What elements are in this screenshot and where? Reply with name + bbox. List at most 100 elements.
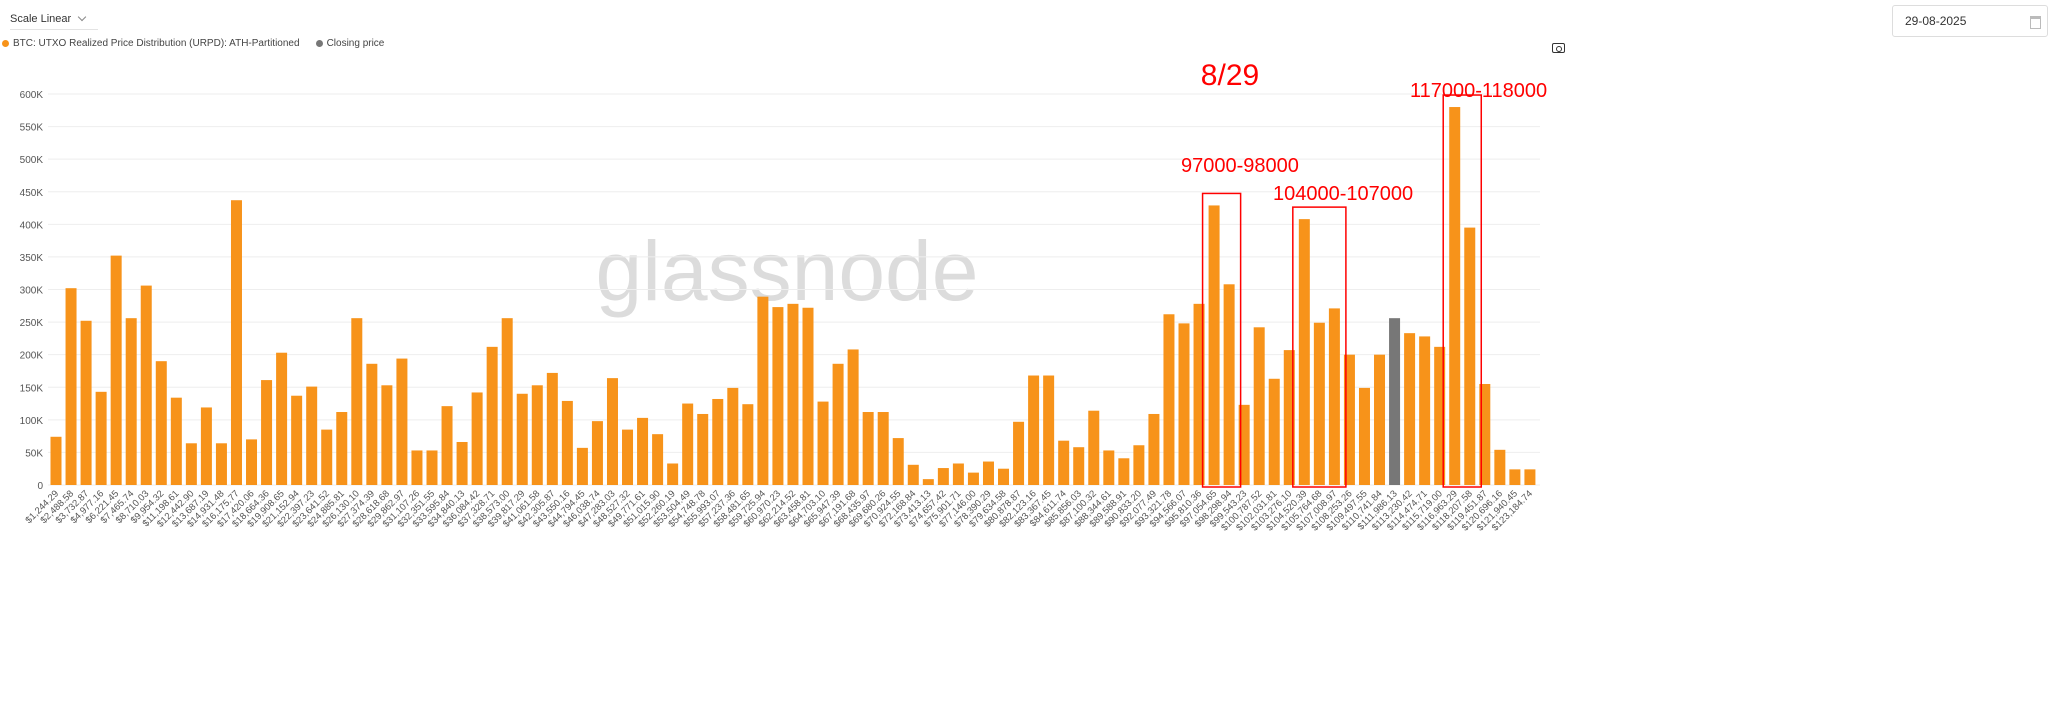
- bar[interactable]: [426, 450, 438, 485]
- bar[interactable]: [998, 468, 1010, 485]
- bar[interactable]: [1404, 333, 1416, 485]
- bar[interactable]: [1043, 375, 1055, 485]
- bar[interactable]: [441, 406, 453, 485]
- bar[interactable]: [261, 380, 273, 485]
- bar[interactable]: [1494, 449, 1506, 485]
- bar[interactable]: [967, 472, 979, 485]
- bar[interactable]: [230, 200, 242, 485]
- bar[interactable]: [321, 429, 333, 485]
- bar[interactable]: [80, 320, 92, 485]
- closing-price-bar[interactable]: [1389, 318, 1401, 485]
- bar[interactable]: [1118, 458, 1130, 485]
- bar[interactable]: [411, 450, 423, 485]
- bar[interactable]: [757, 296, 769, 485]
- bar[interactable]: [1058, 440, 1070, 485]
- camera-icon[interactable]: [1552, 43, 1565, 53]
- bar[interactable]: [185, 443, 197, 485]
- bar[interactable]: [576, 447, 588, 485]
- bar[interactable]: [712, 398, 724, 485]
- bar[interactable]: [606, 378, 618, 485]
- bar[interactable]: [1449, 107, 1461, 486]
- bar[interactable]: [1193, 303, 1205, 485]
- bar[interactable]: [847, 349, 859, 485]
- bar[interactable]: [907, 464, 919, 485]
- bar[interactable]: [215, 443, 227, 485]
- bar[interactable]: [742, 404, 754, 485]
- bar[interactable]: [246, 439, 258, 485]
- bar[interactable]: [1088, 410, 1100, 485]
- bar[interactable]: [50, 436, 62, 485]
- bar[interactable]: [456, 441, 468, 485]
- bar[interactable]: [1374, 354, 1386, 485]
- bar[interactable]: [155, 361, 167, 485]
- bar[interactable]: [396, 358, 408, 485]
- bar[interactable]: [1509, 469, 1521, 485]
- bar[interactable]: [200, 407, 212, 485]
- bar[interactable]: [366, 363, 378, 485]
- bar[interactable]: [862, 412, 874, 485]
- bar[interactable]: [982, 461, 994, 485]
- bar[interactable]: [772, 307, 784, 485]
- bar[interactable]: [952, 463, 964, 485]
- bar[interactable]: [817, 401, 829, 485]
- bar[interactable]: [1283, 350, 1295, 485]
- bar[interactable]: [95, 391, 107, 485]
- bar[interactable]: [1343, 354, 1355, 485]
- bar[interactable]: [170, 397, 182, 485]
- bar[interactable]: [336, 412, 348, 485]
- bar[interactable]: [1103, 450, 1115, 485]
- bar[interactable]: [1358, 387, 1370, 485]
- bar[interactable]: [922, 479, 934, 485]
- bar[interactable]: [486, 346, 498, 485]
- bar[interactable]: [832, 363, 844, 485]
- bar[interactable]: [1313, 322, 1325, 485]
- bar[interactable]: [1268, 378, 1280, 485]
- bar[interactable]: [516, 393, 528, 485]
- bar[interactable]: [531, 385, 543, 485]
- bar[interactable]: [276, 352, 288, 485]
- bar[interactable]: [1223, 284, 1235, 485]
- legend-item-closing-price[interactable]: Closing price: [315, 38, 384, 49]
- bar[interactable]: [697, 413, 709, 485]
- bar[interactable]: [591, 421, 603, 485]
- bar[interactable]: [306, 386, 318, 485]
- bar[interactable]: [1163, 314, 1175, 485]
- bar[interactable]: [351, 318, 363, 485]
- bar[interactable]: [561, 400, 573, 485]
- bar[interactable]: [1133, 445, 1145, 485]
- bar[interactable]: [140, 285, 152, 485]
- bar[interactable]: [381, 385, 393, 485]
- bar[interactable]: [1148, 413, 1160, 485]
- bar[interactable]: [1028, 375, 1040, 485]
- bar[interactable]: [1253, 327, 1265, 485]
- bar[interactable]: [1524, 469, 1536, 485]
- bar[interactable]: [667, 463, 679, 485]
- bar[interactable]: [622, 429, 634, 485]
- bar[interactable]: [1328, 308, 1340, 485]
- bar[interactable]: [937, 468, 949, 485]
- bar[interactable]: [682, 403, 694, 485]
- bar[interactable]: [1434, 346, 1446, 485]
- bar[interactable]: [787, 303, 799, 485]
- bar[interactable]: [1464, 227, 1476, 485]
- bar[interactable]: [802, 307, 814, 485]
- bar[interactable]: [1298, 219, 1310, 485]
- date-picker[interactable]: 29-08-2025: [1892, 5, 2048, 37]
- bar[interactable]: [1208, 205, 1220, 485]
- bar[interactable]: [1479, 383, 1491, 485]
- bar[interactable]: [727, 387, 739, 485]
- bar[interactable]: [291, 395, 303, 485]
- bar[interactable]: [1419, 336, 1431, 485]
- bar[interactable]: [471, 392, 483, 485]
- bar[interactable]: [1073, 447, 1085, 485]
- bar[interactable]: [652, 434, 664, 485]
- scale-dropdown[interactable]: Scale Linear: [10, 8, 98, 30]
- bar[interactable]: [546, 372, 558, 485]
- bar[interactable]: [1013, 421, 1025, 485]
- bar[interactable]: [501, 318, 513, 485]
- bar[interactable]: [1238, 404, 1250, 485]
- bar[interactable]: [1178, 323, 1190, 485]
- bar[interactable]: [110, 255, 122, 485]
- bar[interactable]: [877, 412, 889, 485]
- bar[interactable]: [637, 417, 649, 485]
